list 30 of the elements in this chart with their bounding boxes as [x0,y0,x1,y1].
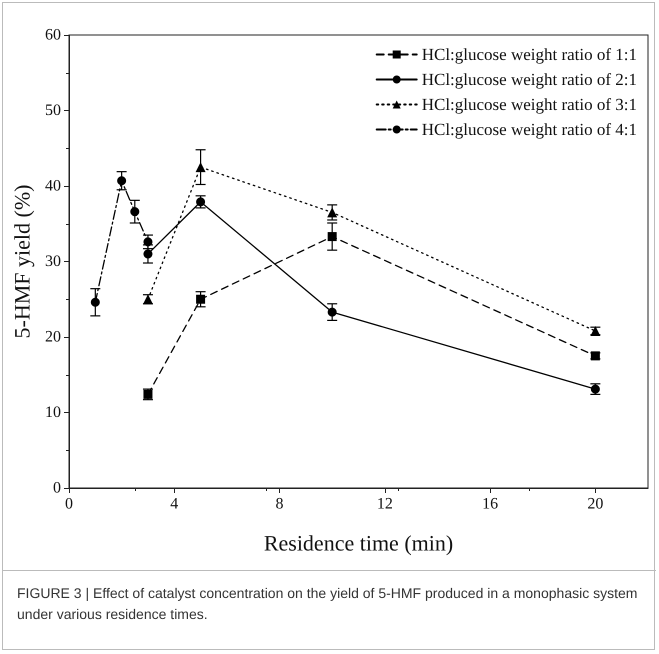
legend-label: HCl:glucose weight ratio of 4:1 [422,120,638,139]
point [143,249,152,258]
x-tick-label: 16 [482,496,498,512]
point [196,294,206,304]
point [328,308,337,317]
y-tick-label: 40 [45,178,61,194]
x-tick-label: 4 [170,496,178,512]
x-tick-label: 12 [376,496,393,512]
point [196,162,206,172]
point [117,176,126,186]
y-tick-label: 60 [45,26,61,44]
y-tick-label: 30 [45,253,61,270]
legend-label: HCl:glucose weight ratio of 1:1 [422,45,638,64]
y-axis-title: 5-HMF yield (%) [10,184,34,338]
y-tick-label: 50 [45,102,61,119]
x-tick-label: 20 [587,496,604,512]
caption: FIGURE 3 | Effect of catalyst concentration on the yield of 5-HMF produced in a monophasic system under various residence times. [17,584,638,624]
x-axis-title: Residence time (min) [264,530,454,556]
x-tick-label: 0 [65,496,73,512]
point [328,232,337,242]
y-tick-label: 20 [45,328,61,346]
point [143,237,152,246]
x-tick-label: 8 [276,496,284,512]
point [327,207,338,218]
y-tick-label: 10 [45,404,61,421]
legend-label: HCl:glucose weight ratio of 3:1 [422,95,638,114]
point [90,298,100,307]
legend-label: HCl:glucose weight ratio of 2:1 [422,70,638,89]
point [130,207,140,216]
y-tick-label: 0 [53,480,61,496]
